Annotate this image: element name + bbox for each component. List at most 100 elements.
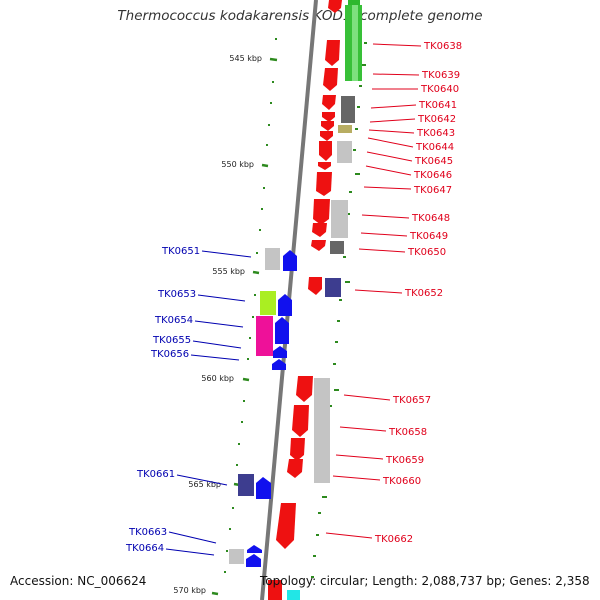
gene-label: TK0658	[388, 427, 427, 438]
minor-tick	[268, 124, 270, 126]
leader-line	[372, 43, 422, 47]
leader-line	[194, 320, 244, 328]
leader-line	[370, 104, 417, 109]
minor-tick	[256, 252, 258, 254]
leader-line	[343, 394, 391, 401]
gene-arrow	[283, 250, 297, 271]
minor-tick	[333, 363, 336, 365]
kbp-label: 570 kbp	[173, 586, 206, 595]
gene-block	[260, 291, 276, 315]
leader-line	[372, 73, 420, 76]
leader-line	[192, 340, 242, 349]
minor-tick	[263, 187, 265, 189]
gene-block	[256, 316, 273, 356]
gene-arrow	[313, 199, 330, 225]
minor-tick	[270, 102, 272, 104]
kbp-tick	[269, 57, 278, 62]
minor-tick	[343, 256, 346, 258]
gene-label: TK0651	[161, 246, 200, 257]
gene-label: TK0647	[413, 185, 452, 196]
leader-line	[358, 248, 406, 253]
forward-strand-features	[268, 0, 362, 600]
gene-arrow	[247, 545, 262, 553]
minor-tick	[337, 320, 340, 322]
gene-arrow	[296, 376, 313, 402]
gene-label: TK0649	[409, 231, 448, 242]
leader-line	[369, 118, 416, 123]
gene-arrow	[325, 40, 340, 66]
gene-arrow	[320, 131, 333, 141]
leader-line	[368, 129, 415, 134]
gene-label: TK0661	[136, 469, 175, 480]
gene-block	[330, 241, 344, 254]
gene-block	[265, 248, 280, 270]
gene-label: TK0659	[385, 455, 424, 466]
gene-block	[287, 590, 300, 600]
gene-arrow	[328, 0, 342, 13]
gene-arrow	[308, 277, 322, 295]
minor-tick	[226, 550, 228, 552]
gene-label: TK0642	[417, 114, 456, 125]
minor-tick	[355, 173, 360, 175]
gene-arrow	[311, 240, 326, 251]
gene-arrow	[322, 112, 335, 122]
gene-arrow	[292, 405, 309, 437]
gene-label: TK0639	[421, 70, 460, 81]
gene-block	[348, 0, 360, 5]
leader-line	[365, 165, 412, 176]
minor-tick	[229, 528, 231, 530]
minor-tick	[249, 337, 251, 339]
minor-tick	[254, 294, 256, 296]
gene-label: TK0648	[411, 213, 450, 224]
map-title: Thermococcus kodakarensis KOD1, complete…	[117, 8, 483, 24]
minor-tick	[359, 85, 362, 87]
minor-tick	[316, 534, 319, 536]
gene-label: TK0662	[374, 534, 413, 545]
minor-tick	[252, 316, 254, 318]
gene-label: TK0652	[404, 288, 443, 299]
leader-line	[325, 532, 373, 539]
leader-line	[197, 294, 246, 302]
gene-arrow	[278, 294, 292, 316]
gene-label: TK0650	[407, 247, 446, 258]
topology-text: Topology: circular; Length: 2,088,737 bp…	[260, 574, 590, 588]
gene-arrow	[323, 68, 338, 91]
reverse-strand-features	[229, 248, 297, 567]
reverse-gene-labels: TK0651 TK0653 TK0654 TK0655 TK0656 TK066…	[125, 246, 252, 556]
kbp-label: 560 kbp	[201, 374, 234, 383]
gene-block	[229, 549, 244, 564]
kbp-label: 545 kbp	[229, 54, 262, 63]
gene-arrow	[316, 172, 332, 196]
leader-line	[165, 548, 215, 556]
gene-label: TK0660	[382, 476, 421, 487]
minor-tick	[238, 443, 240, 445]
kbp-label: 565 kbp	[188, 480, 221, 489]
kbp-tick	[242, 377, 250, 382]
minor-tick	[364, 42, 367, 44]
minor-tick	[329, 405, 332, 407]
gene-label: TK0657	[392, 395, 431, 406]
minor-tick	[334, 389, 339, 391]
gene-block	[338, 125, 352, 133]
kbp-label: 555 kbp	[212, 267, 245, 276]
leader-line	[363, 186, 412, 190]
leader-line	[354, 289, 403, 294]
gene-block	[314, 378, 330, 483]
minor-tick	[247, 358, 249, 360]
gene-arrow	[319, 141, 332, 161]
minor-tick	[232, 507, 234, 509]
minor-tick	[349, 191, 352, 193]
gene-label: TK0645	[414, 156, 453, 167]
gene-arrow	[287, 459, 303, 478]
gene-label: TK0655	[152, 335, 191, 346]
kbp-tick	[261, 163, 269, 168]
leader-line	[190, 354, 240, 361]
leader-line	[332, 475, 381, 481]
minor-tick	[241, 421, 243, 423]
minor-tick	[347, 213, 350, 215]
gene-label: TK0644	[415, 142, 454, 153]
gene-arrow	[322, 95, 336, 110]
gene-block	[331, 200, 348, 238]
minor-tick	[243, 400, 245, 402]
minor-tick	[272, 81, 274, 83]
